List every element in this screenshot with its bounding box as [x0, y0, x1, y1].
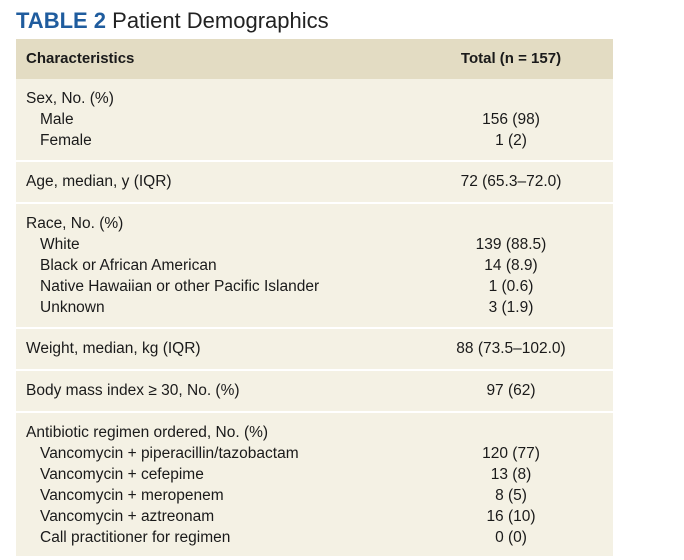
row-label: Male — [40, 111, 74, 128]
row-label: Antibiotic regimen ordered, No. (%) — [26, 424, 269, 441]
header-total: Total (n = 157) — [460, 50, 562, 67]
table-row: Body mass index ≥ 30, No. (%) 97 (62) — [16, 380, 613, 401]
row-value: 8 (5) — [495, 487, 527, 504]
table-number: TABLE 2 — [16, 8, 107, 33]
table-body: Sex, No. (%) Male 156 (98) Female 1 (2) Age, … — [16, 79, 613, 556]
header-characteristics: Characteristics — [26, 50, 135, 67]
row-label: Weight, median, kg (IQR) — [26, 340, 201, 357]
row-label: Vancomycin + meropenem — [40, 487, 224, 504]
row-label: Native Hawaiian or other Pacific Islande… — [40, 278, 320, 295]
row-value: 72 (65.3–72.0) — [460, 173, 562, 190]
row-label: Unknown — [40, 299, 105, 316]
row-value: 1 (0.6) — [488, 278, 534, 295]
table-row: Female 1 (2) — [16, 130, 613, 151]
table-row: Native Hawaiian or other Pacific Islande… — [16, 276, 613, 297]
row-label: Call practitioner for regimen — [40, 529, 231, 546]
table-section: Sex, No. (%) Male 156 (98) Female 1 (2) — [16, 79, 613, 162]
row-label: Vancomycin + aztreonam — [40, 508, 215, 525]
table-title: TABLE 2 Patient Demographics — [16, 6, 329, 36]
table-header: Characteristics Total (n = 157) — [16, 39, 613, 79]
table-row: Unknown 3 (1.9) — [16, 297, 613, 318]
table-row: Antibiotic regimen ordered, No. (%) — [16, 422, 613, 443]
table-row: Male 156 (98) — [16, 109, 613, 130]
row-value: 1 (2) — [495, 132, 527, 149]
row-label: White — [40, 236, 80, 253]
table-section: Antibiotic regimen ordered, No. (%) Vanco… — [16, 413, 613, 556]
table-row: Age, median, y (IQR) 72 (65.3–72.0) — [16, 171, 613, 192]
row-label: Vancomycin + piperacillin/tazobactam — [40, 445, 299, 462]
table-caption: Patient Demographics — [112, 8, 329, 33]
row-value: 3 (1.9) — [488, 299, 534, 316]
table-row: Vancomycin + meropenem 8 (5) — [16, 485, 613, 506]
table-section: Body mass index ≥ 30, No. (%) 97 (62) — [16, 371, 613, 413]
table-row: Weight, median, kg (IQR) 88 (73.5–102.0) — [16, 338, 613, 359]
table-row: Vancomycin + aztreonam 16 (10) — [16, 506, 613, 527]
row-label: Sex, No. (%) — [26, 90, 114, 107]
row-label: Female — [40, 132, 92, 149]
row-value: 16 (10) — [486, 508, 536, 525]
row-value: 156 (98) — [482, 111, 540, 128]
table-row: Black or African American 14 (8.9) — [16, 255, 613, 276]
table-section: Age, median, y (IQR) 72 (65.3–72.0) — [16, 162, 613, 204]
row-value: 14 (8.9) — [484, 257, 538, 274]
table-section: Weight, median, kg (IQR) 88 (73.5–102.0) — [16, 329, 613, 371]
row-value: 88 (73.5–102.0) — [456, 340, 566, 357]
table-row: Vancomycin + piperacillin/tazobactam 120 … — [16, 443, 613, 464]
table-row: Sex, No. (%) — [16, 88, 613, 109]
row-value: 13 (8) — [490, 466, 532, 483]
row-label: Age, median, y (IQR) — [26, 173, 172, 190]
table-row: Race, No. (%) — [16, 213, 613, 234]
table-row: Vancomycin + cefepime 13 (8) — [16, 464, 613, 485]
row-value: 139 (88.5) — [475, 236, 547, 253]
row-label: Vancomycin + cefepime — [40, 466, 204, 483]
row-label: Body mass index ≥ 30, No. (%) — [26, 382, 240, 399]
row-value: 120 (77) — [482, 445, 540, 462]
row-value: 97 (62) — [486, 382, 536, 399]
row-label: Black or African American — [40, 257, 217, 274]
row-value: 0 (0) — [495, 529, 527, 546]
table-row: Call practitioner for regimen 0 (0) — [16, 527, 613, 548]
demographics-table: Characteristics Total (n = 157) Sex, No.… — [16, 39, 613, 556]
table-row: White 139 (88.5) — [16, 234, 613, 255]
row-label: Race, No. (%) — [26, 215, 124, 232]
table-section: Race, No. (%) White 139 (88.5) Black or Afr… — [16, 204, 613, 329]
